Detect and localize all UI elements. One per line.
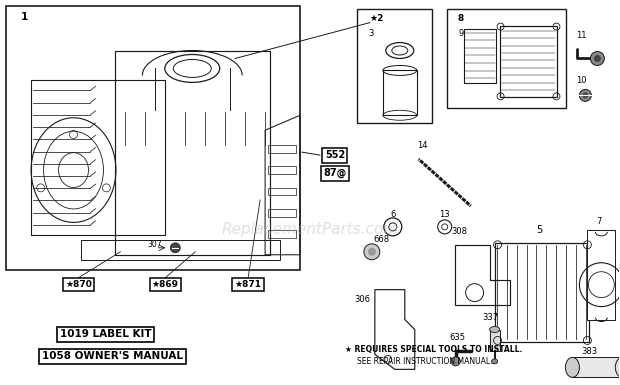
Bar bbox=[268, 187, 296, 196]
Bar bbox=[587, 230, 615, 320]
Bar bbox=[446, 9, 567, 108]
Text: 87@: 87@ bbox=[323, 168, 347, 178]
Text: 13: 13 bbox=[440, 211, 450, 219]
Ellipse shape bbox=[590, 52, 604, 65]
Circle shape bbox=[364, 244, 380, 260]
Text: 7: 7 bbox=[596, 218, 602, 226]
Text: 383: 383 bbox=[582, 347, 598, 356]
Text: 5: 5 bbox=[536, 225, 542, 235]
Ellipse shape bbox=[490, 326, 500, 333]
Text: ★2: ★2 bbox=[370, 14, 384, 23]
Text: 1058 OWNER'S MANUAL: 1058 OWNER'S MANUAL bbox=[42, 352, 183, 362]
Ellipse shape bbox=[580, 89, 591, 101]
Ellipse shape bbox=[451, 357, 460, 366]
Text: 668: 668 bbox=[374, 235, 390, 244]
Text: 11: 11 bbox=[577, 31, 587, 40]
Bar bbox=[268, 145, 296, 153]
Text: SEE REPAIR INSTRUCTION MANUAL.: SEE REPAIR INSTRUCTION MANUAL. bbox=[357, 357, 492, 366]
Bar bbox=[572, 357, 620, 377]
Text: 6: 6 bbox=[390, 211, 396, 219]
Ellipse shape bbox=[615, 357, 620, 377]
Bar bbox=[268, 230, 296, 238]
Circle shape bbox=[368, 248, 376, 256]
Text: 307: 307 bbox=[148, 240, 162, 249]
Bar bbox=[268, 209, 296, 217]
Text: ★871: ★871 bbox=[234, 280, 262, 289]
Bar bbox=[357, 9, 432, 123]
Text: 306: 306 bbox=[354, 295, 370, 304]
Text: 1019 LABEL KIT: 1019 LABEL KIT bbox=[60, 330, 151, 340]
Bar bbox=[383, 70, 417, 115]
Text: 8: 8 bbox=[458, 14, 464, 23]
Text: ReplacementParts.com: ReplacementParts.com bbox=[221, 223, 399, 238]
Text: 337: 337 bbox=[482, 313, 498, 322]
Ellipse shape bbox=[492, 359, 498, 364]
Text: 10: 10 bbox=[577, 76, 587, 85]
Bar bbox=[268, 166, 296, 174]
Text: ★869: ★869 bbox=[152, 280, 179, 289]
Text: 552: 552 bbox=[325, 150, 345, 160]
Ellipse shape bbox=[582, 92, 588, 98]
Bar bbox=[495, 243, 590, 342]
Bar bbox=[500, 26, 557, 97]
Text: 14: 14 bbox=[417, 141, 427, 150]
Text: ★870: ★870 bbox=[65, 280, 92, 289]
Text: 1: 1 bbox=[20, 12, 28, 22]
Text: ★ REQUIRES SPECIAL TOOLS TO INSTALL.: ★ REQUIRES SPECIAL TOOLS TO INSTALL. bbox=[345, 345, 522, 354]
Bar bbox=[490, 330, 500, 352]
Text: 308: 308 bbox=[451, 228, 467, 236]
Ellipse shape bbox=[594, 55, 601, 62]
Text: 3: 3 bbox=[368, 29, 373, 38]
Bar bbox=[6, 6, 300, 270]
Bar bbox=[464, 28, 495, 84]
Circle shape bbox=[170, 243, 180, 253]
Ellipse shape bbox=[565, 357, 580, 377]
Text: 9: 9 bbox=[459, 29, 464, 38]
Text: 635: 635 bbox=[450, 333, 466, 342]
